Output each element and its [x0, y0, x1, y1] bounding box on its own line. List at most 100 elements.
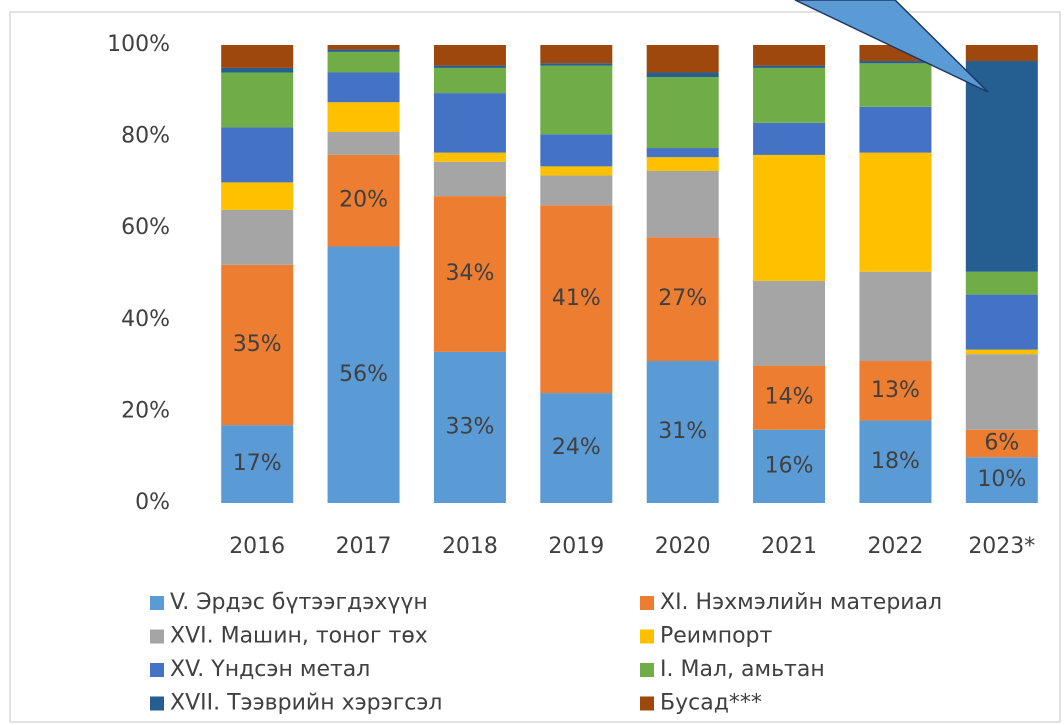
- bar-segment: [221, 425, 294, 503]
- bar-segment: [965, 429, 1038, 458]
- bar-segment: [327, 72, 400, 103]
- data-label: 6%: [984, 430, 1019, 455]
- y-tick-label: 100%: [107, 32, 170, 57]
- bar-segment: [540, 45, 613, 64]
- data-label: 34%: [445, 261, 494, 286]
- bar-segment: [753, 45, 826, 66]
- bar-segment: [433, 161, 506, 197]
- bar-segment: [433, 67, 506, 94]
- bar-segment: [965, 45, 1038, 62]
- data-label: 33%: [445, 414, 494, 439]
- bar-segment: [540, 63, 613, 66]
- bar-segment: [221, 45, 294, 68]
- legend-swatch: [640, 596, 654, 610]
- x-tick-label: 2023*: [968, 534, 1035, 559]
- legend-label: I. Мал, амьтан: [660, 657, 825, 682]
- bar-segment: [221, 209, 294, 265]
- data-label: 18%: [871, 449, 920, 474]
- legend-swatch: [640, 663, 654, 677]
- bar-segment: [753, 429, 826, 503]
- y-tick-label: 60%: [121, 215, 170, 240]
- bar-segment: [646, 77, 719, 149]
- bar-segment: [965, 294, 1038, 350]
- data-label: 13%: [871, 378, 920, 403]
- bar-segment: [859, 63, 932, 107]
- bar-segment: [753, 67, 826, 123]
- data-label: 10%: [977, 467, 1026, 492]
- plot-area: 0% 20% 40% 60% 80% 100% 2016 17% 35% 2017 56% 20% 20…: [107, 32, 1038, 716]
- data-label: 14%: [765, 385, 814, 410]
- legend-swatch: [150, 663, 164, 677]
- bar-segment: [433, 196, 506, 352]
- bar-segment: [859, 420, 932, 503]
- bar-segment: [753, 280, 826, 366]
- bar-segment: [433, 152, 506, 162]
- data-label: 20%: [339, 188, 388, 213]
- bar-segment: [859, 152, 932, 272]
- bar-segment: [859, 361, 932, 421]
- data-label: 41%: [552, 286, 601, 311]
- x-tick-label: 2022: [867, 534, 923, 559]
- bar-segment: [646, 170, 719, 238]
- bar-segment: [540, 65, 613, 135]
- y-tick-label: 80%: [121, 124, 170, 149]
- bar-segment: [540, 175, 613, 206]
- legend-label: Реимпорт: [660, 624, 773, 649]
- bar-segment: [221, 182, 294, 210]
- bar-segment: [859, 271, 932, 362]
- callout-shape: [794, 0, 989, 93]
- legend-swatch: [150, 629, 164, 644]
- bar-segment: [433, 45, 506, 66]
- bar-segment: [221, 127, 294, 183]
- legend-label: XI. Нэхмэлийн материал: [660, 590, 942, 615]
- bar-segment: [646, 72, 719, 78]
- y-tick-label: 20%: [121, 398, 170, 423]
- bar-segment: [540, 166, 613, 176]
- bar-segment: [327, 132, 400, 155]
- bar-segment: [753, 122, 826, 155]
- bar-segment: [753, 365, 826, 430]
- x-tick-label: 2021: [761, 534, 817, 559]
- legend-label: XVII. Тээврийн хэрэгсэл: [170, 691, 443, 716]
- data-label: 35%: [233, 332, 282, 357]
- bar-segment: [965, 349, 1038, 355]
- legend-swatch: [640, 629, 654, 644]
- x-tick-label: 2018: [442, 534, 498, 559]
- bar-segment: [540, 393, 613, 503]
- bar-segment: [540, 134, 613, 167]
- data-label: 27%: [658, 286, 707, 311]
- bar-segment: [859, 61, 932, 64]
- bar-segment: [327, 246, 400, 503]
- x-tick-label: 2020: [655, 534, 711, 559]
- legend-swatch: [150, 596, 164, 610]
- bar-segment: [965, 61, 1038, 272]
- legend-label: XV. Үндсэн метал: [170, 657, 370, 682]
- bar-segment: [327, 154, 400, 247]
- bar-segment: [433, 93, 506, 153]
- bar-segment: [433, 65, 506, 68]
- bar-segment: [965, 354, 1038, 430]
- bar-segment: [859, 106, 932, 153]
- data-label: 17%: [233, 451, 282, 476]
- bar-segment: [327, 45, 400, 50]
- legend-label: V. Эрдэс бүтээгдэхүүн: [170, 590, 428, 615]
- legend-label: XVI. Машин, тоног төх: [170, 624, 428, 649]
- bar-segment: [646, 148, 719, 158]
- x-tick-label: 2019: [548, 534, 604, 559]
- bar-segment: [540, 205, 613, 394]
- x-tick-label: 2016: [229, 534, 285, 559]
- bar-segment: [646, 237, 719, 362]
- legend-label: Бусад***: [660, 691, 762, 716]
- bar-segment: [753, 154, 826, 281]
- bar-segment: [646, 157, 719, 171]
- bar-segment: [753, 65, 826, 68]
- bar-segment: [221, 67, 294, 73]
- x-tick-label: 2017: [336, 534, 392, 559]
- bar-segment: [646, 45, 719, 73]
- data-label: 24%: [552, 435, 601, 460]
- bar-segment: [433, 351, 506, 503]
- bar-segment: [221, 72, 294, 128]
- y-tick-label: 40%: [121, 307, 170, 332]
- bar-segment: [327, 102, 400, 133]
